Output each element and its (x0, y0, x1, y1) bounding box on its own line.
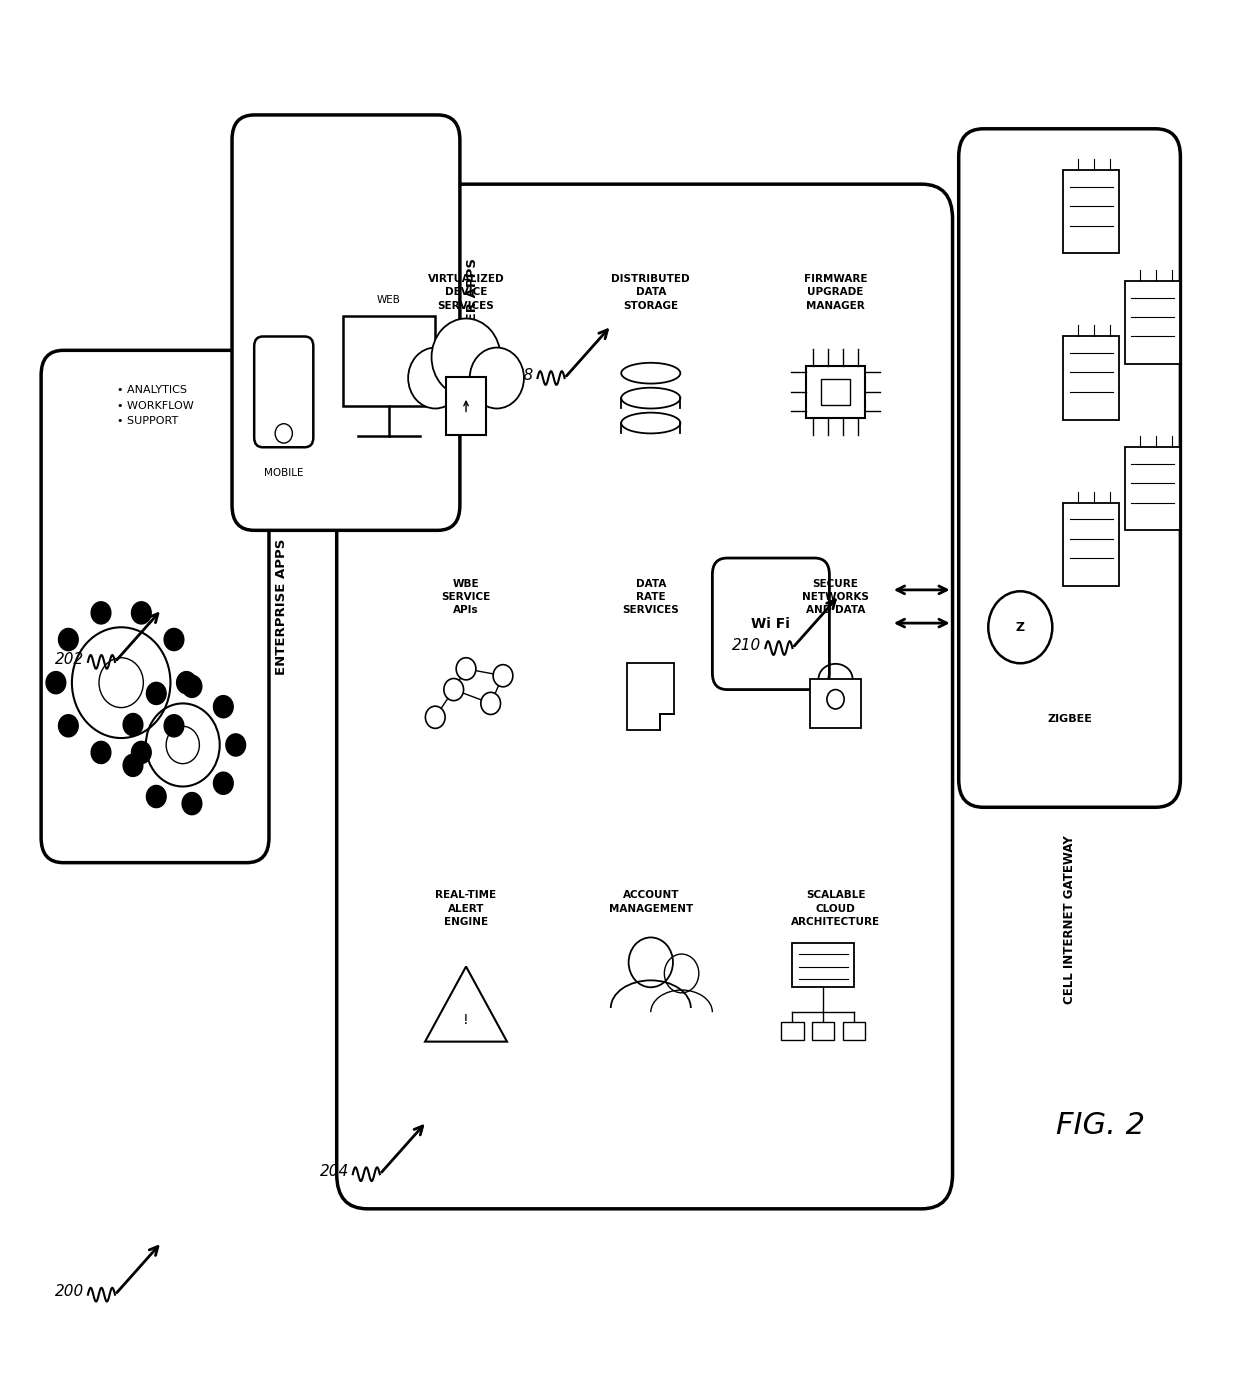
FancyBboxPatch shape (337, 184, 952, 1209)
Text: CELL INTERNET GATEWAY: CELL INTERNET GATEWAY (1063, 834, 1076, 1004)
Circle shape (444, 678, 464, 701)
Text: MOBILE: MOBILE (264, 468, 304, 478)
Bar (1125, 447, 1180, 531)
Circle shape (425, 706, 445, 729)
Text: ZIGBEE: ZIGBEE (1047, 715, 1092, 724)
Circle shape (92, 741, 110, 763)
Bar (446, 376, 486, 435)
Circle shape (92, 602, 110, 624)
Circle shape (432, 319, 501, 396)
Circle shape (213, 772, 233, 794)
Circle shape (481, 692, 501, 715)
Text: SCALABLE
CLOUD
ARCHITECTURE: SCALABLE CLOUD ARCHITECTURE (791, 890, 880, 926)
Bar (806, 365, 866, 418)
Text: Wi Fi: Wi Fi (751, 617, 790, 631)
Text: 204: 204 (320, 1165, 348, 1178)
Text: VIRTUALIZED
DEVICE
SERVICES: VIRTUALIZED DEVICE SERVICES (428, 274, 505, 311)
Text: 208: 208 (505, 368, 533, 383)
Circle shape (58, 628, 78, 651)
Circle shape (470, 348, 525, 408)
Text: 202: 202 (55, 652, 84, 667)
Text: WBE
SERVICE
APIs: WBE SERVICE APIs (441, 579, 491, 616)
Circle shape (182, 676, 202, 698)
Bar (1064, 503, 1118, 585)
FancyBboxPatch shape (959, 128, 1180, 808)
Text: !: ! (464, 1013, 469, 1027)
Circle shape (164, 715, 184, 737)
Circle shape (146, 683, 166, 705)
Bar (1064, 337, 1118, 419)
Circle shape (164, 628, 184, 651)
Circle shape (131, 602, 151, 624)
Bar (812, 1022, 835, 1041)
Bar (810, 680, 862, 727)
Circle shape (123, 713, 143, 736)
Text: Z: Z (1016, 621, 1024, 634)
Circle shape (213, 695, 233, 717)
Text: FIRMWARE
UPGRADE
MANAGER: FIRMWARE UPGRADE MANAGER (804, 274, 867, 311)
Text: ENTERPRISE APPS: ENTERPRISE APPS (275, 538, 288, 674)
Circle shape (58, 715, 78, 737)
Circle shape (46, 671, 66, 694)
Text: DISTRIBUTED
DATA
STORAGE: DISTRIBUTED DATA STORAGE (611, 274, 691, 311)
Text: CONSUMER APPS: CONSUMER APPS (466, 258, 479, 387)
Circle shape (182, 793, 202, 815)
Bar (792, 943, 854, 988)
Text: 210: 210 (733, 638, 761, 653)
Circle shape (408, 348, 463, 408)
FancyBboxPatch shape (712, 559, 830, 690)
Text: FIG. 2: FIG. 2 (1055, 1112, 1145, 1141)
Circle shape (456, 657, 476, 680)
Bar (1064, 170, 1118, 254)
Circle shape (226, 734, 246, 756)
Circle shape (131, 741, 151, 763)
Circle shape (123, 754, 143, 776)
FancyBboxPatch shape (232, 116, 460, 531)
FancyBboxPatch shape (254, 337, 314, 447)
Circle shape (176, 671, 196, 694)
Circle shape (146, 786, 166, 808)
Text: 200: 200 (55, 1284, 84, 1300)
FancyBboxPatch shape (41, 350, 269, 862)
Bar (843, 1022, 866, 1041)
Bar (1125, 281, 1180, 364)
Text: WEB: WEB (377, 295, 401, 305)
Text: REAL-TIME
ALERT
ENGINE: REAL-TIME ALERT ENGINE (435, 890, 496, 926)
Bar (781, 1022, 804, 1041)
Polygon shape (627, 663, 675, 730)
Text: • ANALYTICS
• WORKFLOW
• SUPPORT: • ANALYTICS • WORKFLOW • SUPPORT (117, 384, 193, 426)
Bar (821, 379, 851, 405)
Text: DATA
RATE
SERVICES: DATA RATE SERVICES (622, 579, 680, 616)
Bar (343, 316, 435, 405)
Text: SECURE
NETWORKS
AND DATA: SECURE NETWORKS AND DATA (802, 579, 869, 616)
Text: ACCOUNT
MANAGEMENT: ACCOUNT MANAGEMENT (609, 890, 693, 914)
Circle shape (494, 664, 513, 687)
